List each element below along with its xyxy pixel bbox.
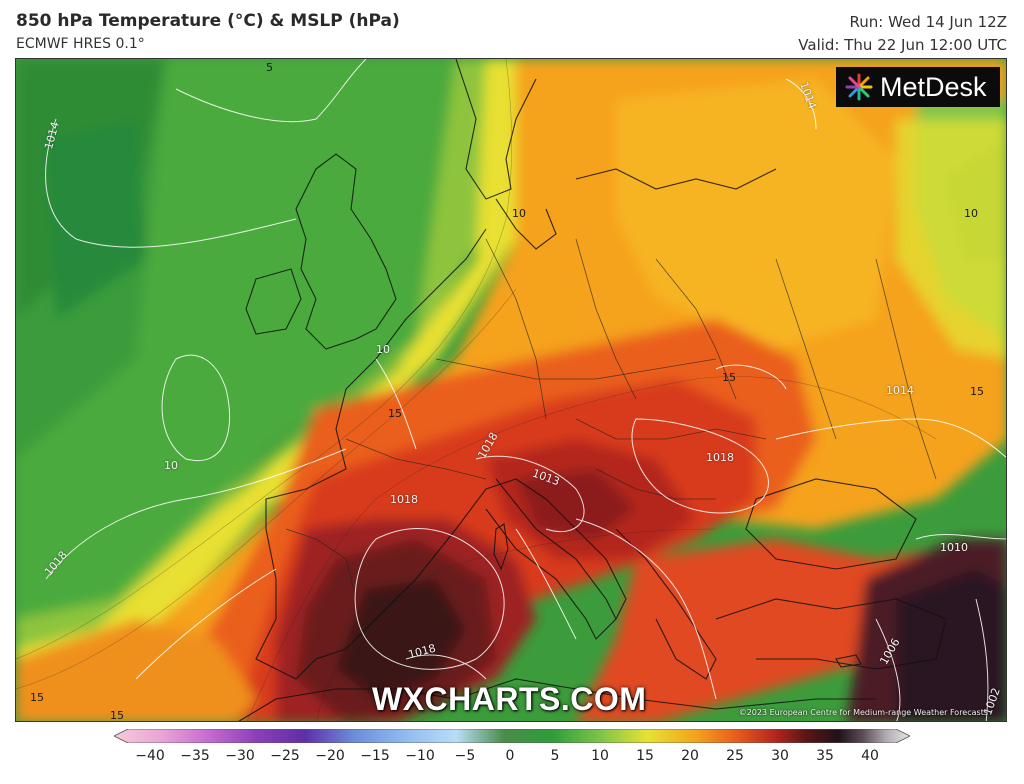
temp-label: 10 xyxy=(512,207,526,220)
weather-map[interactable]: 1014 1014 1018 1018 1018 1018 1014 1013 … xyxy=(15,58,1007,722)
colorbar-tick-label: 10 xyxy=(591,748,609,764)
temp-label: 10 xyxy=(164,459,178,472)
run-label: Run: Wed 14 Jun 12Z xyxy=(849,13,1007,31)
copyright-notice: ©2023 European Centre for Medium-range W… xyxy=(738,708,988,717)
colorbar-tick-label: −25 xyxy=(270,748,300,764)
wxcharts-watermark: WXCHARTS.COM xyxy=(372,681,647,717)
colorbar xyxy=(114,729,910,743)
colorbar-tick-label: −20 xyxy=(315,748,345,764)
colorbar-tick-label: 0 xyxy=(505,748,515,764)
metdesk-logo: MetDesk xyxy=(836,67,1000,107)
temp-label: 15 xyxy=(722,371,736,384)
temp-label: 10 xyxy=(964,207,978,220)
colorbar-tick-label: −5 xyxy=(454,748,476,764)
temperature-contours xyxy=(16,59,937,721)
colorbar-tick-label: 40 xyxy=(861,748,879,764)
metdesk-logo-text: MetDesk xyxy=(880,71,987,102)
valid-label: Valid: Thu 22 Jun 12:00 UTC xyxy=(798,36,1007,54)
isobars xyxy=(45,59,1006,721)
isobar-label: 1014 xyxy=(886,384,914,397)
colorbar-tick-label: −40 xyxy=(135,748,165,764)
colorbar-tick-label: −10 xyxy=(405,748,435,764)
isobar-label: 1010 xyxy=(940,541,968,554)
colorbar-tick-label: 20 xyxy=(681,748,699,764)
temp-label: 15 xyxy=(970,385,984,398)
temp-label: 15 xyxy=(388,407,402,420)
isobar-label: 10 xyxy=(376,343,390,356)
colorbar-tick-label: −35 xyxy=(180,748,210,764)
colorbar-tick-label: −30 xyxy=(225,748,255,764)
chart-title: 850 hPa Temperature (°C) & MSLP (hPa) xyxy=(16,11,400,31)
colorbar-tick-label: 15 xyxy=(636,748,654,764)
model-label: ECMWF HRES 0.1° xyxy=(16,36,145,52)
metdesk-logo-icon xyxy=(845,73,873,101)
colorbar-tick-label: 30 xyxy=(771,748,789,764)
colorbar-tick-label: 35 xyxy=(816,748,834,764)
coastlines xyxy=(238,59,947,721)
isobar-label: 1018 xyxy=(706,451,734,464)
isobar-label: 10 xyxy=(164,459,178,472)
colorbar-gradient xyxy=(114,729,910,743)
borders xyxy=(285,238,937,600)
temperature-field xyxy=(16,59,1006,721)
colorbar-ticks: −40 −35 −30 −25 −20 −15 −10 −5 0 5 10 15 20 25 30 35 40 xyxy=(114,748,910,768)
temp-label: 15 xyxy=(30,691,44,704)
colorbar-tick-label: −15 xyxy=(360,748,390,764)
temp-label: 5 xyxy=(266,61,273,74)
colorbar-tick-label: 25 xyxy=(726,748,744,764)
temp-label: 15 xyxy=(110,709,124,722)
isobar-label: 1018 xyxy=(390,493,418,506)
colorbar-tick-label: 5 xyxy=(550,748,560,764)
